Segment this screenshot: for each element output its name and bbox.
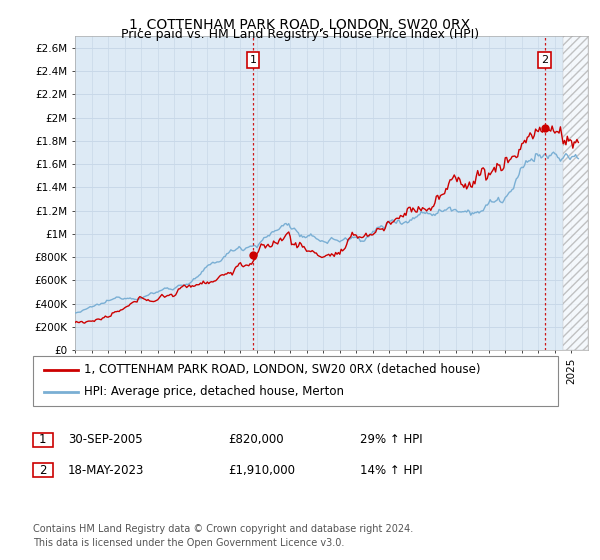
Text: 14% ↑ HPI: 14% ↑ HPI	[360, 464, 422, 477]
Text: Contains HM Land Registry data © Crown copyright and database right 2024.
This d: Contains HM Land Registry data © Crown c…	[33, 524, 413, 548]
Text: £820,000: £820,000	[228, 433, 284, 446]
Text: 18-MAY-2023: 18-MAY-2023	[68, 464, 144, 477]
Text: 1, COTTENHAM PARK ROAD, LONDON, SW20 0RX: 1, COTTENHAM PARK ROAD, LONDON, SW20 0RX	[130, 18, 470, 32]
Text: 29% ↑ HPI: 29% ↑ HPI	[360, 433, 422, 446]
Text: 1: 1	[39, 433, 47, 446]
Text: Price paid vs. HM Land Registry's House Price Index (HPI): Price paid vs. HM Land Registry's House …	[121, 28, 479, 41]
Text: £1,910,000: £1,910,000	[228, 464, 295, 477]
Text: 2: 2	[541, 55, 548, 65]
Text: 30-SEP-2005: 30-SEP-2005	[68, 433, 142, 446]
Text: 1, COTTENHAM PARK ROAD, LONDON, SW20 0RX (detached house): 1, COTTENHAM PARK ROAD, LONDON, SW20 0RX…	[84, 363, 481, 376]
Text: 2: 2	[39, 464, 47, 477]
Text: 1: 1	[250, 55, 256, 65]
Text: HPI: Average price, detached house, Merton: HPI: Average price, detached house, Mert…	[84, 385, 344, 398]
